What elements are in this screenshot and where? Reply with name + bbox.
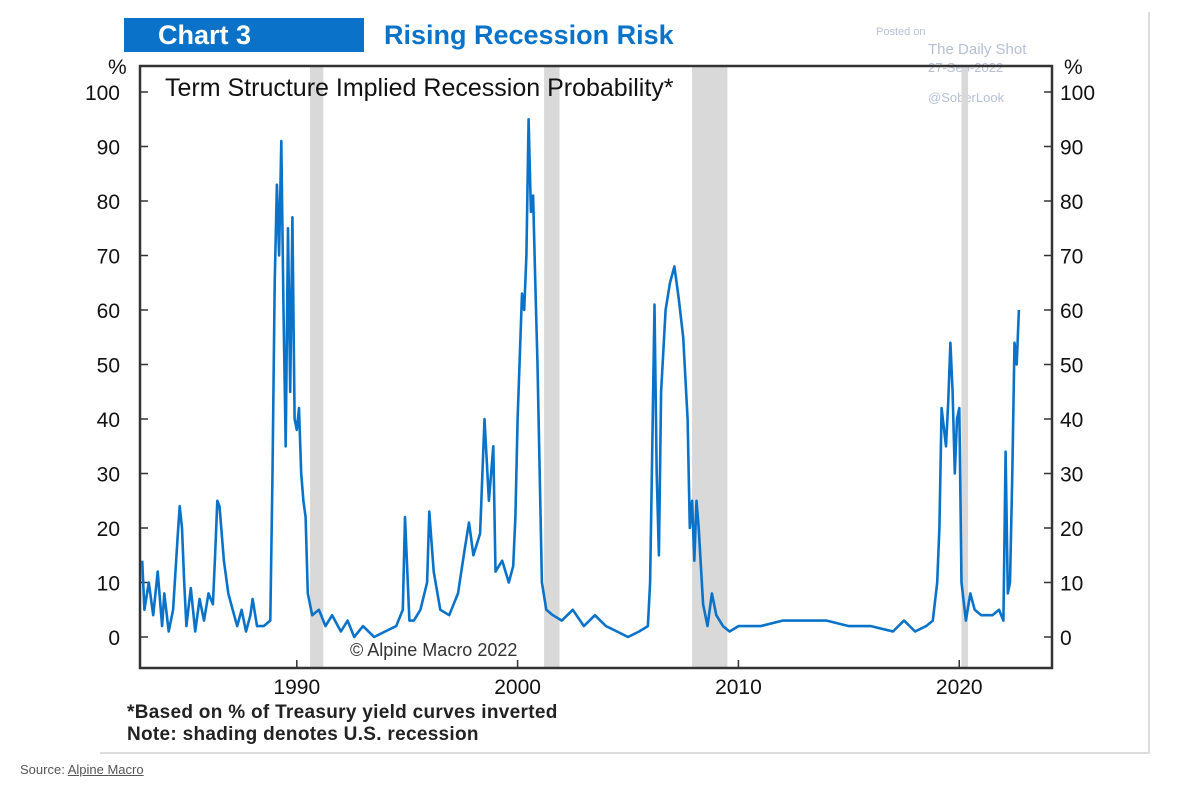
- y-tick-label-right: 60: [1060, 300, 1083, 323]
- y-tick-label-right: 50: [1060, 355, 1083, 378]
- copyright: © Alpine Macro 2022: [350, 640, 517, 660]
- y-unit-right: %: [1064, 56, 1083, 79]
- y-unit-left: %: [108, 56, 127, 79]
- source-line: Source: Alpine Macro: [20, 762, 144, 777]
- y-tick-label-right: 10: [1060, 573, 1083, 596]
- y-tick-label-right: 70: [1060, 246, 1083, 269]
- chart-number-badge: Chart 3: [124, 18, 364, 52]
- y-tick-label-left: 10: [97, 573, 120, 596]
- chart-headline: Rising Recession Risk: [384, 20, 674, 50]
- y-tick-label-left: 100: [85, 82, 120, 105]
- y-tick-label-left: 20: [97, 518, 120, 541]
- footnote-basis: *Based on % of Treasury yield curves inv…: [127, 702, 558, 723]
- y-tick-label-right: 80: [1060, 191, 1083, 214]
- y-tick-label-right: 100: [1060, 82, 1095, 105]
- chart-title: Term Structure Implied Recession Probabi…: [165, 74, 674, 102]
- x-tick-label: 2010: [715, 676, 762, 699]
- x-tick-label: 1990: [273, 676, 320, 699]
- y-tick-label-left: 70: [97, 246, 120, 269]
- source-label: Source:: [20, 762, 65, 777]
- y-tick-label-right: 40: [1060, 409, 1083, 432]
- recession-band: [310, 66, 324, 668]
- y-tick-label-right: 90: [1060, 137, 1083, 160]
- recession-band: [961, 66, 969, 668]
- watermark-line1: Posted on: [876, 26, 926, 38]
- y-tick-label-left: 80: [97, 191, 120, 214]
- x-tick-label: 2000: [494, 676, 541, 699]
- y-tick-label-left: 90: [97, 137, 120, 160]
- watermark-line2: The Daily Shot: [928, 41, 1027, 58]
- footnote-shading: Note: shading denotes U.S. recession: [127, 724, 479, 745]
- source-link[interactable]: Alpine Macro: [67, 762, 144, 777]
- plot-frame: [138, 64, 1054, 670]
- y-tick-label-right: 20: [1060, 518, 1083, 541]
- y-tick-label-right: 30: [1060, 464, 1083, 487]
- y-tick-label-left: 40: [97, 409, 120, 432]
- x-tick-label: 2020: [936, 676, 983, 699]
- y-tick-label-left: 60: [97, 300, 120, 323]
- recession-band: [692, 66, 728, 668]
- recession-band: [544, 66, 560, 668]
- chart-card: [100, 12, 1150, 754]
- y-tick-label-right: 0: [1060, 627, 1072, 650]
- y-tick-label-left: 30: [97, 464, 120, 487]
- y-tick-label-left: 50: [97, 355, 120, 378]
- series-line: [140, 118, 1021, 639]
- y-tick-label-left: 0: [108, 627, 120, 650]
